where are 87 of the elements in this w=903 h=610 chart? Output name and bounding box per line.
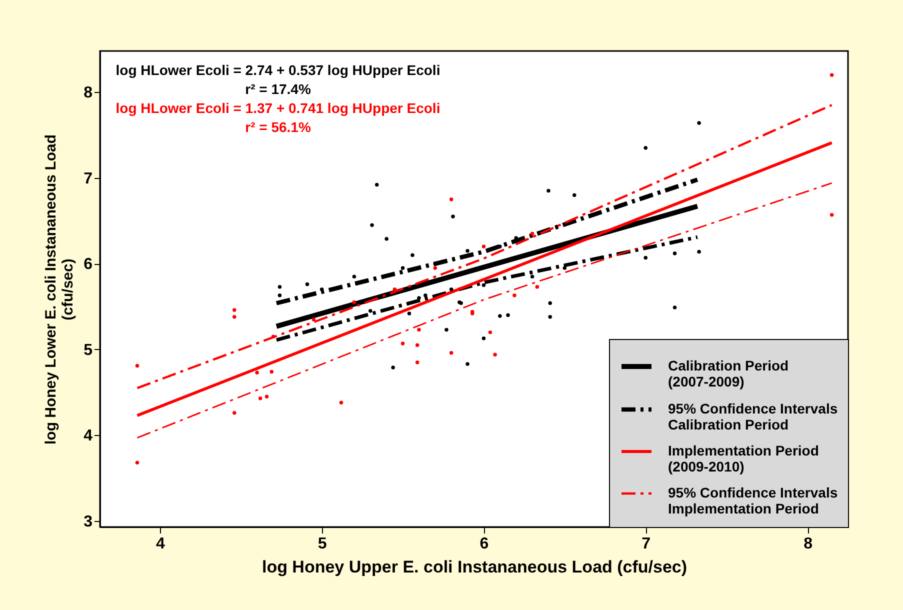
point	[384, 236, 388, 241]
point	[278, 294, 282, 298]
point	[548, 301, 552, 306]
point	[135, 364, 140, 368]
point	[482, 336, 486, 340]
point	[451, 214, 455, 218]
point	[644, 146, 648, 150]
y-tick-label: 8	[84, 84, 93, 102]
legend-label: 95% Confidence Intervals Implementation Period	[668, 484, 838, 516]
x-axis-title: log Honey Upper E. coli Instananeous Load (cfu/sec)	[262, 558, 688, 576]
point	[255, 370, 259, 374]
point	[415, 343, 420, 348]
annotation: r² = 17.4%	[245, 81, 312, 97]
point	[258, 396, 262, 400]
point	[548, 315, 552, 319]
point	[488, 330, 492, 334]
point	[352, 300, 356, 304]
point	[546, 188, 550, 193]
point	[697, 121, 701, 125]
x-tick-label: 6	[480, 536, 489, 552]
point	[512, 294, 516, 298]
legend-label: Implementation Period (2009-2010)	[668, 442, 819, 474]
y-tick-label: 3	[84, 513, 93, 530]
point	[466, 362, 470, 366]
y-tick-label: 7	[84, 170, 93, 188]
point	[644, 256, 648, 260]
point	[270, 370, 274, 374]
point	[498, 314, 502, 318]
point	[493, 352, 497, 356]
point	[135, 460, 140, 465]
point	[320, 288, 324, 292]
x-tick-label: 7	[642, 536, 651, 552]
point	[312, 318, 316, 322]
point	[444, 328, 448, 332]
y-tick-label: 5	[84, 342, 93, 359]
point	[562, 266, 567, 270]
point	[530, 232, 534, 236]
point	[424, 294, 428, 298]
point	[672, 306, 677, 310]
point	[530, 274, 534, 278]
point	[410, 253, 414, 257]
point	[449, 351, 454, 355]
point	[672, 252, 677, 256]
point	[415, 360, 420, 364]
point	[417, 328, 421, 332]
point	[830, 73, 834, 77]
point	[449, 198, 454, 202]
point	[392, 288, 397, 292]
point	[400, 266, 405, 270]
y-tick-label: 6	[84, 256, 93, 274]
x-tick-label: 5	[318, 536, 327, 552]
point	[370, 223, 374, 227]
point	[391, 366, 395, 370]
point	[449, 288, 454, 292]
point	[368, 309, 372, 313]
legend-label: 95% Confidence Intervals Calibration Period	[668, 400, 838, 432]
point	[466, 248, 470, 253]
y-tick-label: 4	[84, 428, 93, 445]
point	[305, 282, 310, 286]
point	[482, 283, 486, 288]
point	[535, 284, 540, 289]
point	[232, 308, 236, 312]
point	[278, 284, 282, 289]
point	[264, 394, 269, 399]
point	[498, 244, 502, 248]
point	[271, 334, 276, 338]
annotation: r² = 56.1%	[245, 119, 312, 135]
point	[506, 313, 510, 318]
point	[400, 342, 405, 346]
point	[830, 212, 834, 217]
point	[572, 193, 576, 197]
point	[433, 266, 438, 270]
point	[407, 312, 412, 316]
annotation: log HLower Ecoli = 1.37 + 0.741 log HUpper Ecoli	[116, 100, 440, 116]
point	[697, 250, 701, 254]
point	[482, 244, 486, 248]
annotation: log HLower Ecoli = 2.74 + 0.537 log HUpper Ecoli	[116, 62, 440, 78]
y-axis-title: log Honey Lower E. coli Instananeous Load (cfu/sec)	[42, 134, 77, 445]
point	[339, 400, 344, 405]
legend-label: Calibration Period (2007-2009)	[668, 358, 789, 390]
point	[232, 411, 236, 415]
point	[374, 182, 379, 187]
point	[232, 315, 236, 319]
x-tick-label: 8	[804, 536, 813, 552]
point	[352, 274, 356, 278]
x-tick-label: 4	[156, 536, 165, 552]
point	[417, 296, 421, 300]
